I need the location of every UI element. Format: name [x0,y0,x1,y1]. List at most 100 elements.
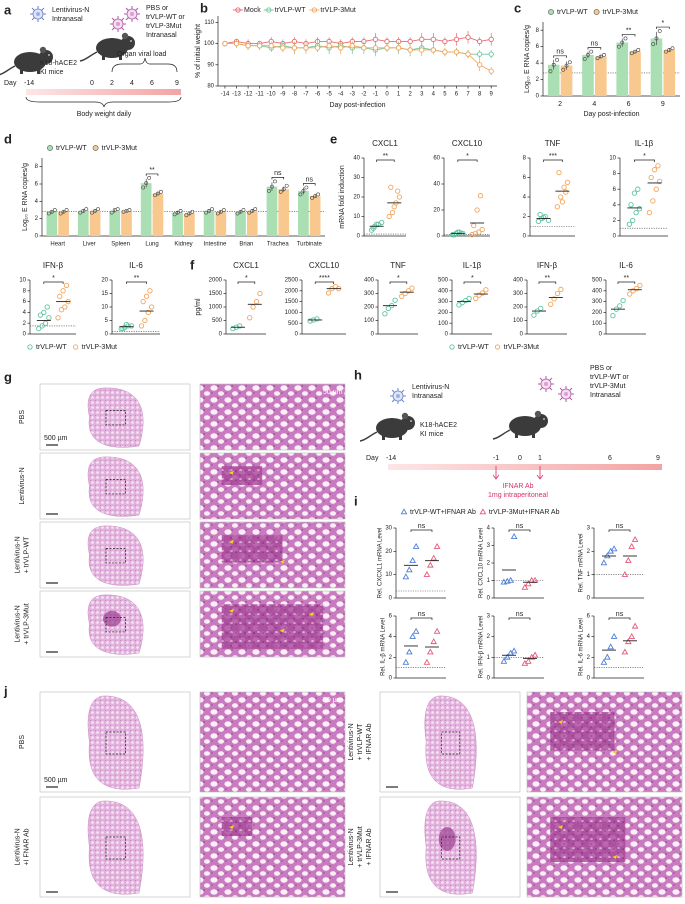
virus-icon [389,387,407,405]
day-label: 4 [130,80,134,87]
data-point [268,43,274,49]
data-point [115,207,120,212]
data-point [488,68,494,74]
arrow-marker [612,855,618,859]
data-point [582,57,587,61]
y-tick-label: 400 [513,278,524,284]
x-tick-label: Intestine [204,242,227,248]
legend-label: Mock [244,7,261,14]
data-point [465,51,471,57]
x-tick-label: Kidney [174,242,192,248]
data-point [426,648,434,655]
significance-label: ns [274,170,282,177]
data-point [303,45,309,51]
schematic-h: Lentivirus-N Intranasal K18-hACE2 KI mic… [359,365,662,499]
significance-label: * [662,20,665,27]
arrow [492,466,544,480]
bar [152,193,164,236]
bar [582,54,594,96]
data-point [138,323,145,329]
chart-title: TNF [545,139,561,148]
bar [560,65,573,96]
y-tick-label: 8 [613,171,617,177]
label: KI mice [40,69,63,76]
significance-bracket [389,281,408,284]
data-point [204,210,208,215]
label: trVLP-WT or [146,14,185,21]
y-tick-label: 1 [487,655,491,661]
y-tick-label: 8 [536,28,540,34]
timeline [26,89,181,95]
data-point [147,176,152,180]
y-tick-label: 3 [587,526,591,532]
inflamed-region [221,604,324,649]
inset-box [105,548,126,564]
y-tick-label: 100 [438,321,449,327]
significance-label: ** [134,275,140,282]
data-point [210,207,214,212]
data-point [433,542,441,549]
label: PBS or [146,5,169,12]
data-point [391,204,397,210]
bar [184,213,195,236]
legend-marker [72,344,79,350]
significance-label: ns [516,611,524,618]
data-point [453,49,460,55]
y-axis-label: Rel. CXCL10 mRNA Level [479,528,485,598]
histology-image [199,383,346,451]
significance-label: * [245,275,248,282]
bar [203,210,215,236]
y-tick-label: 100 [592,321,603,327]
y-tick-label: 0 [587,596,591,602]
y-tick-label: 0 [389,596,393,602]
y-tick-label: 0 [536,94,540,100]
data-point [657,178,663,185]
data-point [57,293,63,299]
day-label: 9 [656,455,660,462]
data-point [372,36,379,42]
data-point [407,47,413,53]
data-point [423,658,431,665]
data-point [58,211,63,216]
data-point [637,282,643,289]
data-point [338,45,344,51]
label: trVLP-3Mut [146,23,181,30]
data-point [471,222,477,229]
lung-section [87,800,144,895]
y-tick-label: 80 [207,84,214,90]
bar [235,211,246,236]
data-point [270,184,274,189]
data-point [555,57,559,62]
row-label: + trVLP-3Mut [23,603,30,644]
data-point [610,312,616,319]
legend-marker [92,145,99,151]
legend-marker [27,344,33,350]
chart-title: IL-1β [463,261,482,270]
y-tick-label: 40 [353,156,360,162]
chart-title: CXCL1 [372,139,398,148]
data-point [430,36,436,42]
bracket [111,57,178,73]
bar [266,186,278,236]
data-point [474,207,480,213]
row-label: Lentivirus-N [14,828,21,865]
data-point [55,315,61,321]
bar [46,211,58,236]
data-point [469,232,475,238]
significance-bracket [303,183,316,186]
y-tick-label: 3 [487,543,491,549]
y-axis-label: mRNA fold induction [339,165,346,229]
significance-bracket [617,281,636,284]
schematic-a: Lentivirus-N Intranasal PBS or trVLP-WT … [0,5,185,118]
significance-label: * [466,153,469,160]
data-point [412,627,420,634]
data-point [84,207,89,212]
day-label: -14 [386,455,396,462]
row-label: + IFNAR Ab [366,723,373,760]
data-point [624,638,632,645]
bar [77,210,89,236]
data-point [245,43,251,49]
lung-section [87,456,144,517]
y-tick-label: 10 [101,305,108,311]
data-point [630,217,636,224]
